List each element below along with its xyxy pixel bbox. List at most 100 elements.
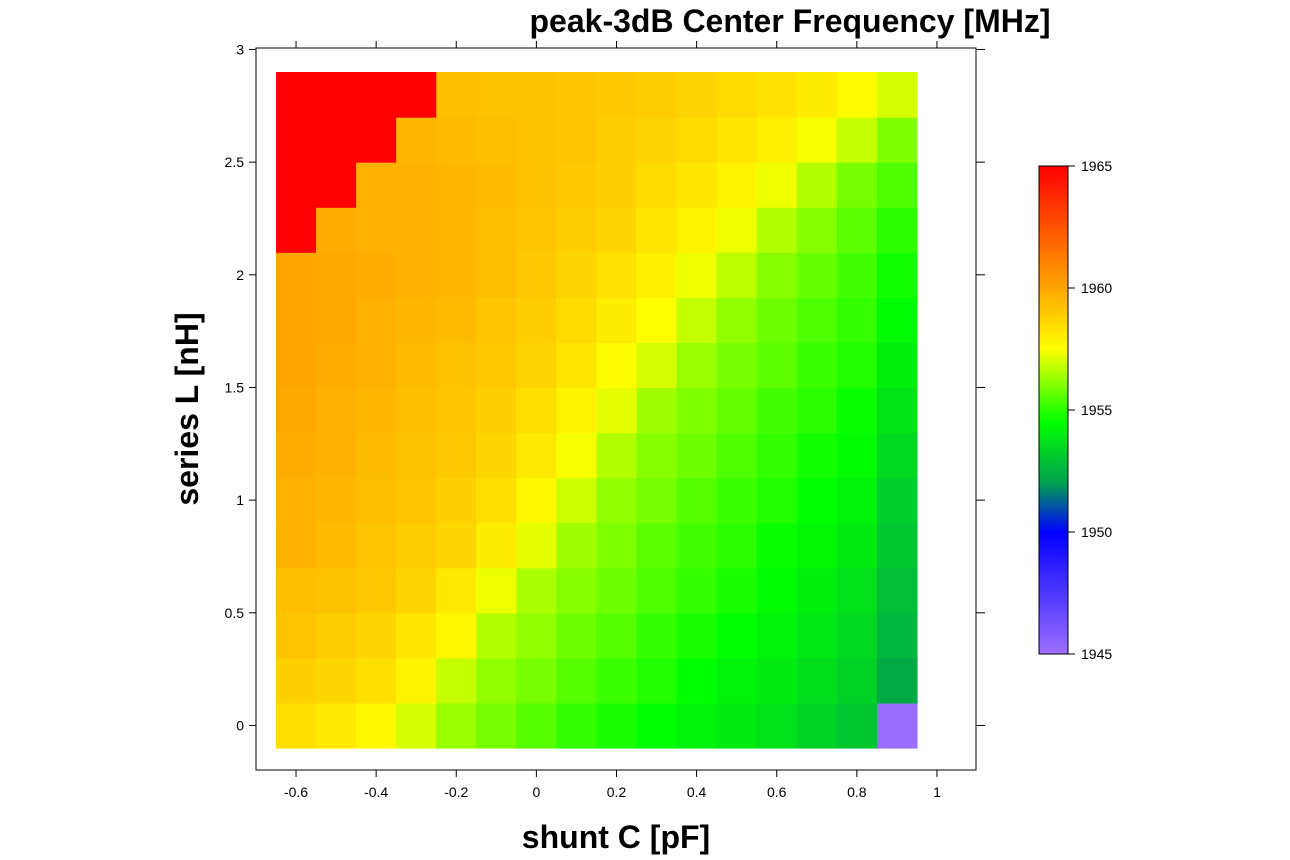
- heatmap-cell: [596, 432, 638, 479]
- heatmap-cell: [476, 297, 517, 343]
- heatmap-cell: [516, 702, 558, 749]
- heatmap-cell: [876, 342, 918, 389]
- heatmap-cell: [716, 657, 758, 704]
- heatmap-cell: [476, 162, 517, 208]
- heatmap-cell: [396, 657, 437, 704]
- heatmap-cell: [516, 477, 558, 524]
- heatmap-cell: [836, 432, 878, 479]
- heatmap-cell: [756, 657, 798, 704]
- x-tick-label: 1: [933, 784, 941, 800]
- heatmap-cell: [476, 477, 517, 524]
- colorbar: [1038, 165, 1069, 655]
- heatmap-cell: [836, 297, 878, 343]
- heatmap-cell: [876, 477, 918, 524]
- heatmap-cell: [276, 342, 317, 389]
- x-axis-title: shunt C [pF]: [522, 819, 710, 855]
- heatmap-cell: [396, 432, 437, 479]
- heatmap-cell: [716, 477, 758, 524]
- heatmap-cell: [316, 387, 357, 434]
- heatmap-cell: [796, 117, 838, 163]
- heatmap-cell: [876, 522, 918, 569]
- heatmap-cell: [516, 567, 558, 614]
- heatmap-cell: [436, 117, 477, 163]
- heatmap-cell: [756, 297, 798, 343]
- heatmap-cell: [516, 612, 558, 659]
- heatmap-cell: [596, 477, 638, 524]
- heatmap-cell: [596, 702, 638, 749]
- heatmap-cell: [276, 297, 317, 343]
- heatmap-cell: [596, 297, 638, 343]
- heatmap-cell: [436, 252, 477, 298]
- heatmap-cell: [436, 477, 477, 524]
- heatmap-cell: [396, 252, 437, 298]
- heatmap-cell: [716, 342, 758, 389]
- heatmap-cell: [316, 567, 357, 614]
- heatmap-cell: [796, 207, 838, 253]
- heatmap-cell: [676, 477, 718, 524]
- heatmap-cell: [596, 72, 638, 118]
- heatmap-cell: [836, 567, 878, 614]
- heatmap-cell: [516, 522, 558, 569]
- heatmap-cell: [716, 702, 758, 749]
- heatmap-cell: [836, 252, 878, 298]
- heatmap-cell: [516, 432, 558, 479]
- heatmap-cell: [276, 432, 317, 479]
- heatmap-cell: [836, 612, 878, 659]
- heatmap-cell: [596, 207, 638, 253]
- heatmap-cell: [796, 477, 838, 524]
- heatmap-cell: [636, 162, 678, 208]
- heatmap-cell: [276, 117, 317, 163]
- heatmap-cell: [436, 162, 477, 208]
- heatmap-cell: [316, 252, 357, 298]
- heatmap-cell: [276, 72, 317, 118]
- heatmap-cell: [436, 522, 477, 569]
- heatmap-cell: [716, 72, 758, 118]
- heatmap-cell: [716, 117, 758, 163]
- heatmap-cell: [796, 522, 838, 569]
- heatmap-cell: [556, 387, 598, 434]
- heatmap-cell: [676, 702, 718, 749]
- x-tick-label: 0.6: [767, 784, 787, 800]
- heatmap-cell: [356, 252, 397, 298]
- x-tick-label: -0.2: [444, 784, 468, 800]
- x-tick-label: 0.8: [847, 784, 867, 800]
- heatmap-cell: [676, 252, 718, 298]
- heatmap-cell: [556, 477, 598, 524]
- heatmap-cell: [836, 702, 878, 749]
- heatmap-cell: [556, 252, 598, 298]
- colorbar-ticks: 1945 1950 1955 1960 1965: [1068, 158, 1112, 662]
- heatmap-cell: [516, 387, 558, 434]
- x-tick-label: -0.4: [364, 784, 388, 800]
- heatmap-cell: [756, 477, 798, 524]
- heatmap-cell: [756, 342, 798, 389]
- heatmap-cell: [556, 117, 598, 163]
- heatmap-cell: [676, 117, 718, 163]
- heatmap-cell: [636, 702, 678, 749]
- heatmap-cell: [316, 72, 357, 118]
- heatmap-cell: [396, 117, 437, 163]
- y-tick-label: 2.5: [225, 154, 245, 170]
- heatmap-cell: [676, 522, 718, 569]
- heatmap-cell: [356, 72, 397, 118]
- x-tick-label: 0.4: [687, 784, 707, 800]
- heatmap-cell: [636, 252, 678, 298]
- heatmap-cell: [716, 252, 758, 298]
- heatmap-cell: [356, 297, 397, 343]
- heatmap-cell: [836, 657, 878, 704]
- heatmap-cell: [596, 657, 638, 704]
- heatmap-cell: [796, 657, 838, 704]
- heatmap-cell: [516, 162, 558, 208]
- heatmap-cell: [516, 297, 558, 343]
- heatmap-cell: [356, 207, 397, 253]
- heatmap-cell: [356, 162, 397, 208]
- heatmap-cell: [316, 297, 357, 343]
- heatmap-cell: [276, 162, 317, 208]
- heatmap-cell: [556, 72, 598, 118]
- heatmap-cell: [596, 162, 638, 208]
- heatmap-cell: [756, 162, 798, 208]
- heatmap-cell: [356, 432, 397, 479]
- heatmap-cell: [636, 477, 678, 524]
- heatmap-cell: [836, 117, 878, 163]
- heatmap-cell: [276, 207, 317, 253]
- colorbar-tick-label: 1965: [1081, 158, 1112, 174]
